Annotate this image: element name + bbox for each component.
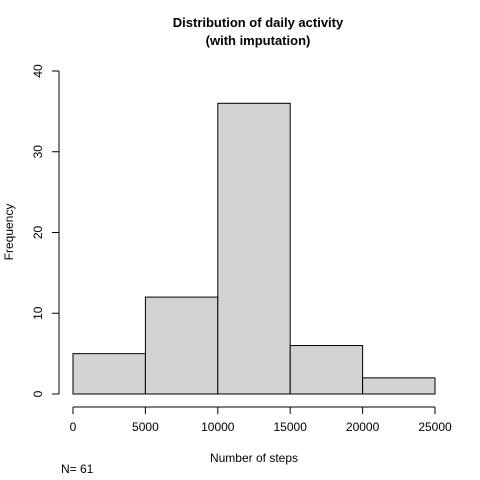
x-tick-label-4: 20000 — [346, 420, 380, 434]
x-tick-label-1: 5000 — [132, 420, 159, 434]
x-tick-label-0: 0 — [70, 420, 77, 434]
x-axis: 0 5000 10000 15000 20000 25000 — [70, 406, 452, 434]
histogram-bar-2 — [217, 102, 291, 395]
sample-size-note: N= 61 — [61, 462, 94, 476]
y-axis-label: Frequency — [2, 204, 16, 261]
y-tick-label-3: 30 — [31, 145, 45, 159]
y-tick-label-1: 10 — [31, 306, 45, 320]
y-axis: 0 10 20 30 40 — [31, 64, 60, 397]
x-tick-label-2: 10000 — [201, 420, 235, 434]
x-tick-label-5: 25000 — [418, 420, 452, 434]
histogram-bar-1 — [144, 296, 219, 395]
y-tick-label-0: 0 — [31, 390, 45, 397]
histogram-bars — [72, 102, 436, 395]
x-axis-label: Number of steps — [210, 451, 298, 465]
histogram-bar-0 — [72, 353, 146, 395]
y-tick-label-4: 40 — [31, 64, 45, 78]
y-tick-label-2: 20 — [31, 226, 45, 240]
chart-title-line-2: (with imputation) — [206, 33, 311, 48]
chart-title-line-1: Distribution of daily activity — [173, 15, 344, 30]
x-tick-label-3: 15000 — [274, 420, 308, 434]
histogram-bar-3 — [289, 345, 364, 395]
histogram-bar-4 — [362, 377, 436, 395]
